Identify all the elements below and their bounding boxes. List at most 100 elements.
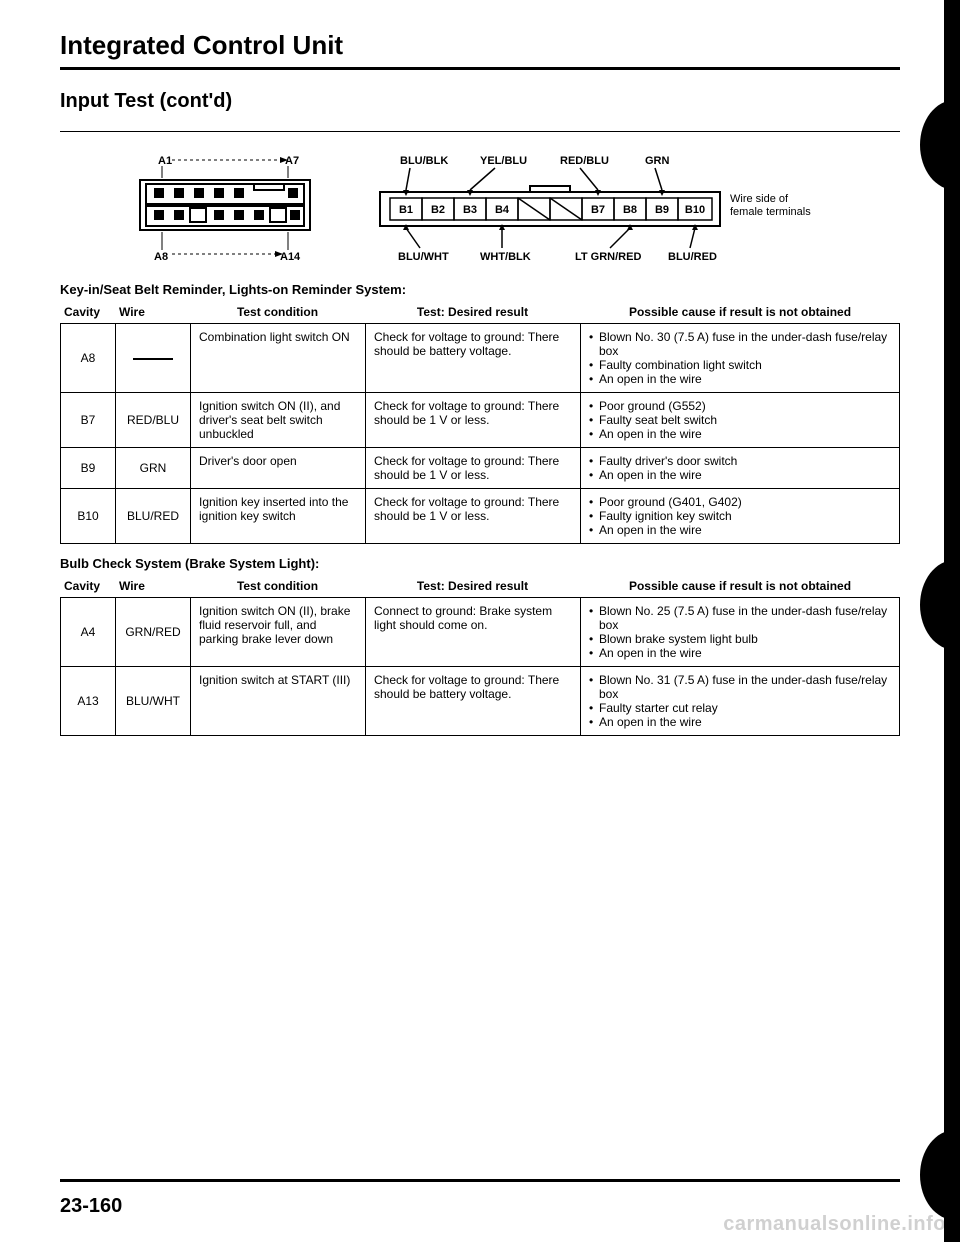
label-a7: A7 <box>285 155 299 167</box>
cell-wire: GRN <box>116 448 191 489</box>
svg-text:B4: B4 <box>495 204 510 216</box>
cell-condition: Ignition switch ON (II), and driver's se… <box>191 393 366 448</box>
cell-wire: GRN/RED <box>116 598 191 667</box>
cell-wire: BLU/WHT <box>116 667 191 736</box>
lbl-ltgrnred: LT GRN/RED <box>575 251 641 262</box>
section1-table: A8Combination light switch ONCheck for v… <box>60 323 900 544</box>
section2-headers: Cavity Wire Test condition Test: Desired… <box>60 577 900 595</box>
watermark: carmanualsonline.info <box>723 1213 946 1236</box>
cause-item: Faulty starter cut relay <box>589 701 891 715</box>
svg-text:B9: B9 <box>655 204 669 216</box>
cause-item: An open in the wire <box>589 468 891 482</box>
page-title: Integrated Control Unit <box>60 30 900 61</box>
connector-b-diagram: BLU/BLK YEL/BLU RED/BLU GRN B1 B2 B3 B4 <box>370 152 840 262</box>
table-row: B10BLU/REDIgnition key inserted into the… <box>61 489 900 544</box>
lbl-yelblu: YEL/BLU <box>480 155 527 167</box>
cause-item: Faulty combination light switch <box>589 358 891 372</box>
section2-table: A4GRN/REDIgnition switch ON (II), brake … <box>60 597 900 736</box>
hdr-cause: Possible cause if result is not obtained <box>580 303 900 321</box>
label-a8: A8 <box>154 251 168 262</box>
cell-result: Check for voltage to ground: There shoul… <box>366 489 581 544</box>
cell-condition: Driver's door open <box>191 448 366 489</box>
cell-wire: BLU/RED <box>116 489 191 544</box>
side-note-1: Wire side of <box>730 193 789 205</box>
cell-result: Check for voltage to ground: There shoul… <box>366 393 581 448</box>
cell-condition: Combination light switch ON <box>191 324 366 393</box>
table-row: B7RED/BLUIgnition switch ON (II), and dr… <box>61 393 900 448</box>
cell-causes: Blown No. 30 (7.5 A) fuse in the under-d… <box>581 324 900 393</box>
cell-result: Check for voltage to ground: There shoul… <box>366 448 581 489</box>
page-number: 23-160 <box>60 1195 122 1218</box>
cause-item: Blown No. 30 (7.5 A) fuse in the under-d… <box>589 330 891 358</box>
cell-wire: RED/BLU <box>116 393 191 448</box>
hdr2-wire: Wire <box>115 577 190 595</box>
lbl-blublk: BLU/BLK <box>400 155 448 167</box>
hdr2-cond: Test condition <box>190 577 365 595</box>
table-row: A13BLU/WHTIgnition switch at START (III)… <box>61 667 900 736</box>
section2-label: Bulb Check System (Brake System Light): <box>60 556 900 571</box>
cell-cavity: A13 <box>61 667 116 736</box>
cause-item: Poor ground (G401, G402) <box>589 495 891 509</box>
cell-condition: Ignition switch ON (II), brake fluid res… <box>191 598 366 667</box>
cause-item: Faulty seat belt switch <box>589 413 891 427</box>
cell-condition: Ignition key inserted into the ignition … <box>191 489 366 544</box>
cell-result: Check for voltage to ground: There shoul… <box>366 667 581 736</box>
cell-result: Connect to ground: Brake system light sh… <box>366 598 581 667</box>
svg-text:B3: B3 <box>463 204 477 216</box>
cell-cavity: B10 <box>61 489 116 544</box>
hdr2-cause: Possible cause if result is not obtained <box>580 577 900 595</box>
cell-wire <box>116 324 191 393</box>
cause-item: An open in the wire <box>589 372 891 386</box>
svg-text:B2: B2 <box>431 204 445 216</box>
cell-causes: Poor ground (G401, G402)Faulty ignition … <box>581 489 900 544</box>
cause-item: Blown No. 31 (7.5 A) fuse in the under-d… <box>589 673 891 701</box>
cell-result: Check for voltage to ground: There shoul… <box>366 324 581 393</box>
svg-text:B7: B7 <box>591 204 605 216</box>
hdr2-result: Test: Desired result <box>365 577 580 595</box>
subtitle: Input Test (cont'd) <box>60 90 900 113</box>
table-row: A8 Combination light switch ONCheck for v… <box>61 324 900 393</box>
cell-cavity: A4 <box>61 598 116 667</box>
side-note-2: female terminals <box>730 206 811 218</box>
cell-condition: Ignition switch at START (III) <box>191 667 366 736</box>
cell-causes: Faulty driver's door switchAn open in th… <box>581 448 900 489</box>
hdr-cond: Test condition <box>190 303 365 321</box>
lbl-redblu: RED/BLU <box>560 155 609 167</box>
lbl-bluwht: BLU/WHT <box>398 251 449 262</box>
lbl-whtblk: WHT/BLK <box>480 251 531 262</box>
section1-label: Key-in/Seat Belt Reminder, Lights-on Rem… <box>60 282 900 297</box>
table-row: B9GRNDriver's door openCheck for voltage… <box>61 448 900 489</box>
svg-text:B10: B10 <box>685 204 705 216</box>
svg-text:B8: B8 <box>623 204 637 216</box>
subtitle-rule <box>60 131 900 132</box>
connector-diagrams: A1 A7 <box>60 152 900 262</box>
cell-causes: Blown No. 31 (7.5 A) fuse in the under-d… <box>581 667 900 736</box>
label-a1: A1 <box>158 155 172 167</box>
connector-a-diagram: A1 A7 <box>120 152 330 262</box>
cell-cavity: A8 <box>61 324 116 393</box>
section1-headers: Cavity Wire Test condition Test: Desired… <box>60 303 900 321</box>
cause-item: Poor ground (G552) <box>589 399 891 413</box>
hdr2-cavity: Cavity <box>60 577 115 595</box>
table-row: A4GRN/REDIgnition switch ON (II), brake … <box>61 598 900 667</box>
cause-item: Blown brake system light bulb <box>589 632 891 646</box>
hdr-result: Test: Desired result <box>365 303 580 321</box>
cause-item: Faulty ignition key switch <box>589 509 891 523</box>
cell-causes: Poor ground (G552)Faulty seat belt switc… <box>581 393 900 448</box>
bottom-rule <box>60 1179 900 1182</box>
cause-item: An open in the wire <box>589 427 891 441</box>
lbl-grn: GRN <box>645 155 670 167</box>
cause-item: Blown No. 25 (7.5 A) fuse in the under-d… <box>589 604 891 632</box>
cause-item: Faulty driver's door switch <box>589 454 891 468</box>
lbl-blured: BLU/RED <box>668 251 717 262</box>
hdr-cavity: Cavity <box>60 303 115 321</box>
cell-cavity: B7 <box>61 393 116 448</box>
hdr-wire: Wire <box>115 303 190 321</box>
title-rule <box>60 67 900 70</box>
cell-cavity: B9 <box>61 448 116 489</box>
cause-item: An open in the wire <box>589 715 891 729</box>
svg-text:B1: B1 <box>399 204 413 216</box>
cause-item: An open in the wire <box>589 646 891 660</box>
cell-causes: Blown No. 25 (7.5 A) fuse in the under-d… <box>581 598 900 667</box>
label-a14: A14 <box>280 251 301 262</box>
